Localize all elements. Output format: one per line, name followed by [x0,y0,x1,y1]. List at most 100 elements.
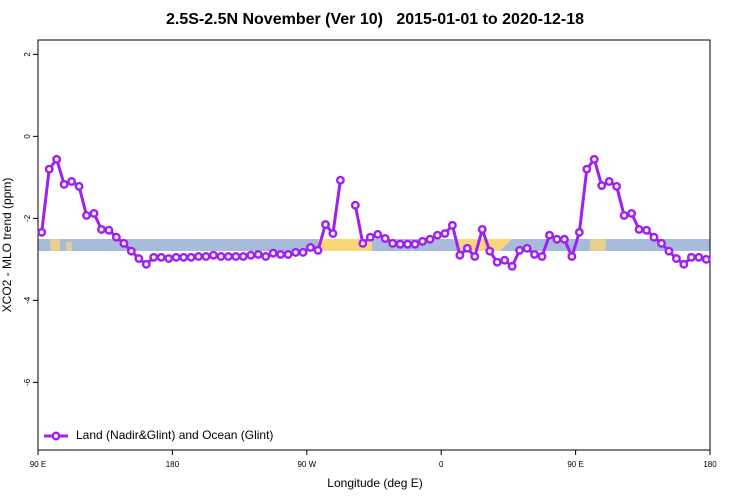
data-point [522,243,532,253]
data-point [246,250,256,260]
land-band [318,239,372,251]
data-point [291,247,301,257]
land-band [66,242,72,251]
data-point [530,249,539,259]
data-point [104,225,114,235]
chart-title: 2.5S-2.5N November (Ver 10) 2015-01-01 t… [166,11,584,28]
data-point [515,245,525,255]
data-point [67,177,77,186]
data-point [89,208,99,218]
x-tick-label: 90 E [567,460,583,469]
data-point [418,236,427,246]
data-point [701,254,711,264]
data-point [671,254,681,263]
data-point [44,164,54,174]
data-point [657,238,666,248]
data-point [253,249,263,259]
data-point [388,238,398,248]
x-tick-label: 90 W [297,460,316,469]
data-point [380,233,390,243]
data-point [283,249,293,259]
data-point [642,225,651,235]
data-point [358,238,368,248]
data-point [141,259,151,269]
y-axis-label: XCO2 - MLO trend (ppm) [0,178,14,313]
data-point [223,252,233,261]
data-point [664,246,674,256]
x-tick-label: 180 [166,460,180,469]
data-point [694,252,704,262]
surface-band [38,239,710,251]
data-point [37,227,47,237]
data-point [679,259,689,269]
data-point [477,224,487,234]
data-point [298,247,308,257]
data-point [597,181,607,191]
legend-marker [51,431,61,441]
x-axis-label: Longitude (deg E) [327,476,422,490]
data-point [238,252,248,261]
data-point [134,254,144,263]
data-point [574,227,584,237]
data-point [194,252,203,261]
data-point [462,243,472,253]
data-point [649,232,659,242]
y-tick-label: 2 [23,52,32,57]
data-point [686,252,696,262]
data-point [231,252,241,261]
data-point [306,243,315,252]
data-point [440,229,450,238]
data-point [634,224,644,234]
data-point [507,261,517,271]
data-point [216,252,226,261]
land-band [590,239,606,251]
data-point [201,252,211,261]
data-point [567,252,577,261]
y-tick-label: -6 [23,378,32,386]
data-point [82,211,91,220]
data-point [149,252,159,262]
x-tick-label: 0 [439,460,444,469]
data-point [328,229,338,238]
data-point [395,239,405,249]
data-point [164,254,174,263]
data-point [627,208,637,218]
data-point [335,175,345,185]
data-point [604,177,614,186]
data-point [97,224,106,234]
data-point [126,246,136,256]
ocean-band [38,239,710,251]
data-point [612,181,622,191]
data-point [74,181,84,191]
data-point [589,154,599,164]
data-point [268,248,278,258]
data-point [179,252,189,262]
data-point [171,252,181,262]
x-tick-label: 90 E [30,460,46,469]
data-point [59,179,69,189]
data-point [447,220,457,230]
land-band [50,239,60,251]
y-tick-label: 0 [23,134,32,139]
data-point [559,234,569,244]
data-point [425,234,435,244]
data-point [492,257,502,267]
data-point [403,239,413,249]
data-point [433,230,442,240]
data-point [500,255,510,265]
data-point [582,164,592,174]
data-point [545,230,554,240]
data-point [470,252,480,261]
data-point [119,238,129,248]
data-point [373,229,383,239]
legend-label: Land (Nadir&Glint) and Ocean (Glint) [76,428,273,442]
data-point [111,232,121,242]
data-point [350,200,360,210]
data-point [410,239,420,249]
data-point [537,252,547,261]
data-point [365,232,375,242]
data-point [52,154,62,164]
data-point [455,250,465,260]
data-point [552,234,562,244]
